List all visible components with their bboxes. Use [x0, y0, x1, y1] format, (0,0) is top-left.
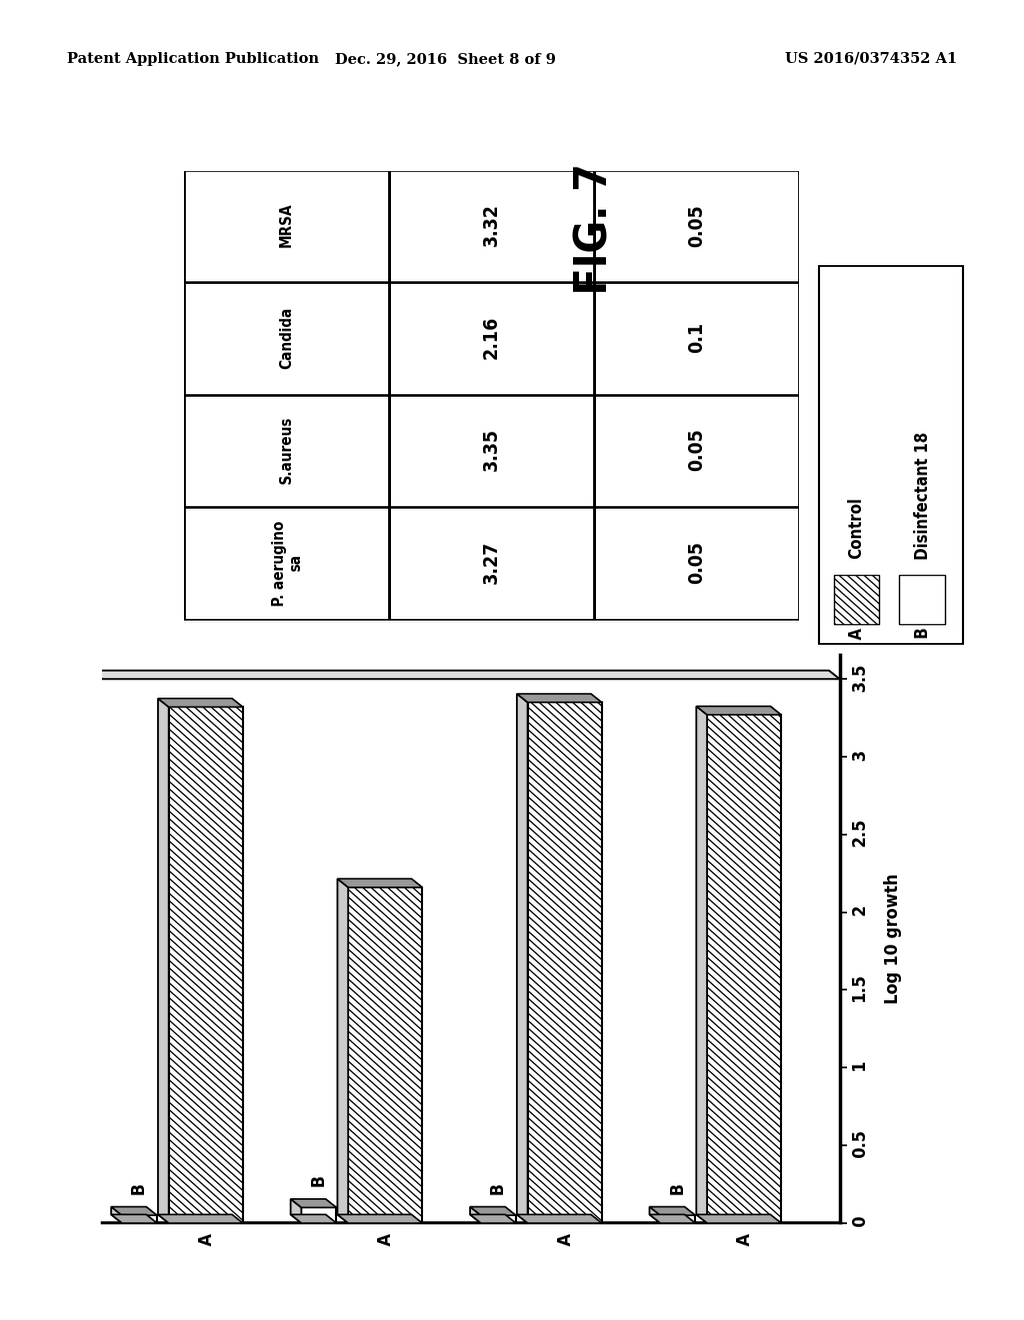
Text: Patent Application Publication: Patent Application Publication — [67, 51, 318, 66]
Text: US 2016/0374352 A1: US 2016/0374352 A1 — [785, 51, 957, 66]
Text: Dec. 29, 2016  Sheet 8 of 9: Dec. 29, 2016 Sheet 8 of 9 — [335, 51, 556, 66]
